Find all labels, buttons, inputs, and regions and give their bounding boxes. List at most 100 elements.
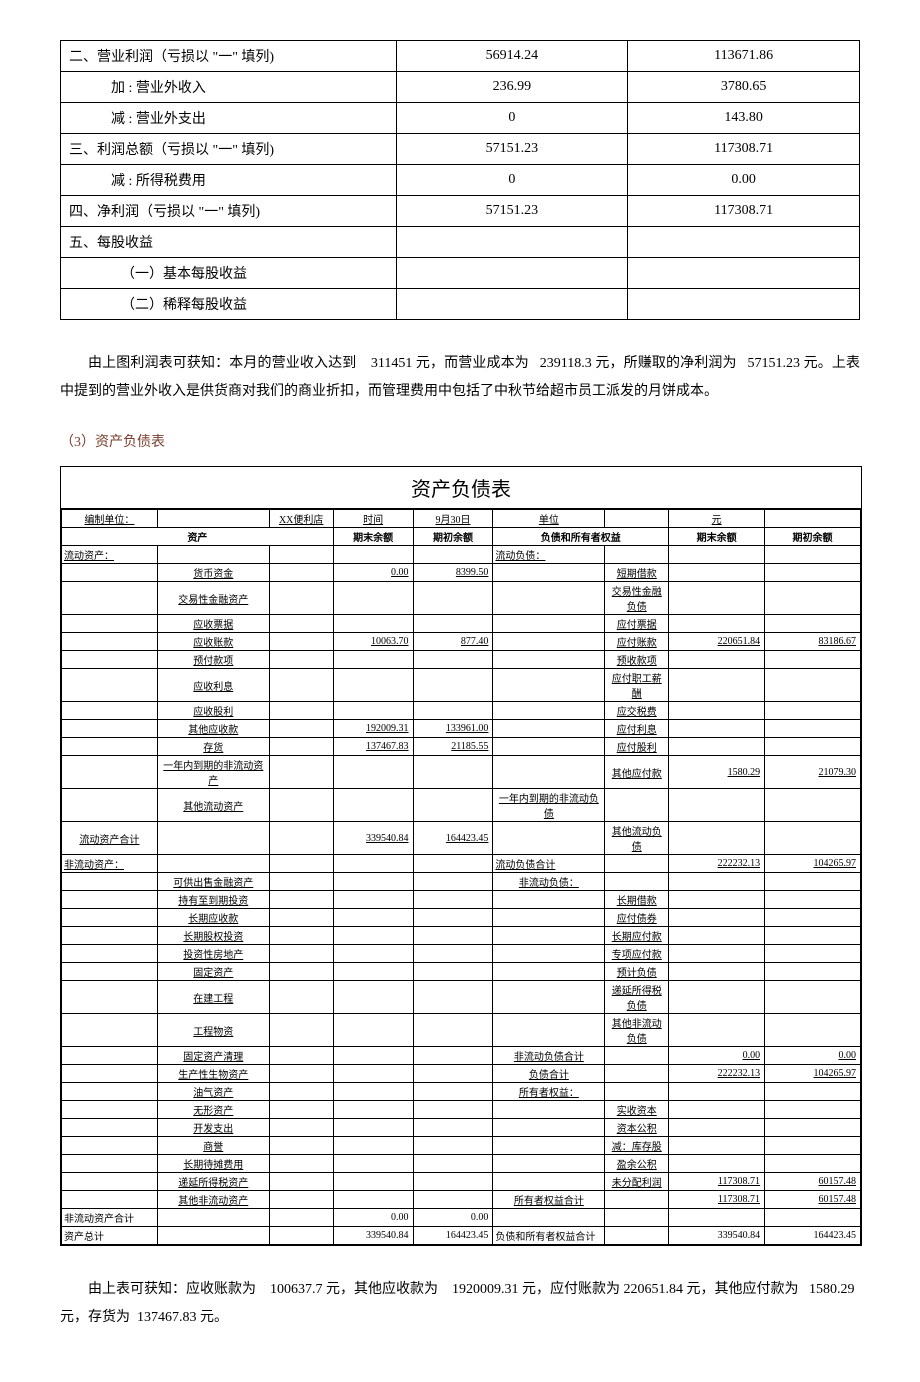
balance-cell	[765, 669, 861, 702]
balance-cell	[413, 651, 493, 669]
balance-cell: 短期借款	[605, 564, 669, 582]
balance-cell	[669, 909, 765, 927]
balance-cell	[269, 1083, 333, 1101]
balance-cell: 所有者权益：	[493, 1083, 605, 1101]
balance-cell: 非流动负债合计	[493, 1047, 605, 1065]
balance-cell	[413, 1047, 493, 1065]
balance-cell: 0.00	[669, 1047, 765, 1065]
balance-cell	[269, 1191, 333, 1209]
balance-cell: 减：库存股	[605, 1137, 669, 1155]
balance-cell	[765, 702, 861, 720]
balance-cell	[333, 1014, 413, 1047]
profit-value-prior: 113671.86	[628, 41, 860, 72]
balance-cell	[333, 1065, 413, 1083]
balance-cell	[333, 1191, 413, 1209]
balance-cell: 长期应收款	[157, 909, 269, 927]
balance-cell: 工程物资	[157, 1014, 269, 1047]
balance-cell	[157, 822, 269, 855]
balance-cell	[333, 1083, 413, 1101]
balance-cell	[669, 981, 765, 1014]
balance-cell	[413, 1101, 493, 1119]
balance-cell: 1580.29	[669, 756, 765, 789]
profit-value-current: 57151.23	[396, 196, 628, 227]
balance-row: 投资性房地产专项应付款	[62, 945, 861, 963]
balance-cell	[493, 1101, 605, 1119]
balance-cell	[333, 1119, 413, 1137]
balance-cell: 流动负债合计	[493, 855, 605, 873]
balance-row: 油气资产 所有者权益：	[62, 1083, 861, 1101]
balance-cell	[765, 1209, 861, 1227]
profit-row: （二）稀释每股收益	[61, 289, 860, 320]
balance-row: 资产总计339540.84164423.45负债和所有者权益合计339540.8…	[62, 1227, 861, 1245]
balance-cell	[413, 1065, 493, 1083]
balance-cell	[669, 789, 765, 822]
balance-cell	[669, 651, 765, 669]
balance-row: 一年内到期的非流动资产其他应付款1580.2921079.30	[62, 756, 861, 789]
balance-cell	[413, 909, 493, 927]
balance-cell	[269, 1155, 333, 1173]
balance-cell	[62, 1119, 158, 1137]
balance-cell: 一年内到期的非流动资产	[157, 756, 269, 789]
balance-cell	[62, 927, 158, 945]
balance-cell: 递延所得税资产	[157, 1173, 269, 1191]
balance-cell	[765, 720, 861, 738]
balance-cell	[493, 981, 605, 1014]
balance-cell: 在建工程	[157, 981, 269, 1014]
balance-cell: 应收账款	[157, 633, 269, 651]
balance-cell: 21079.30	[765, 756, 861, 789]
profit-row: 四、净利润（亏损以 "一" 填列)57151.23117308.71	[61, 196, 860, 227]
balance-cell	[413, 546, 493, 564]
balance-cell	[669, 738, 765, 756]
balance-cell	[413, 1119, 493, 1137]
balance-sheet-table: 编制单位：XX便利店时间9月30日单位元资产期末余额期初余额负债和所有者权益期末…	[61, 509, 861, 1245]
balance-cell	[333, 1101, 413, 1119]
balance-cell	[333, 1137, 413, 1155]
balance-cell	[62, 720, 158, 738]
balance-cell: 其他流动负债	[605, 822, 669, 855]
profit-label-cell: 加 : 营业外收入	[61, 72, 397, 103]
profit-value-prior: 0.00	[628, 165, 860, 196]
balance-cell	[269, 1137, 333, 1155]
balance-row: 可供出售金融资产非流动负债：	[62, 873, 861, 891]
profit-value-prior	[628, 258, 860, 289]
balance-cell	[413, 963, 493, 981]
balance-cell	[765, 564, 861, 582]
profit-label-cell: 五、每股收益	[61, 227, 397, 258]
profit-value-prior	[628, 227, 860, 258]
balance-cell: 137467.83	[333, 738, 413, 756]
profit-label-cell: 三、利润总额（亏损以 "一" 填列)	[61, 134, 397, 165]
balance-cell: 流动负债：	[493, 546, 605, 564]
balance-cell	[669, 1209, 765, 1227]
balance-cell	[413, 1083, 493, 1101]
balance-cell	[493, 945, 605, 963]
balance-cell	[333, 756, 413, 789]
balance-cell	[269, 669, 333, 702]
balance-cell: 长期借款	[605, 891, 669, 909]
balance-cell: 应收股利	[157, 702, 269, 720]
balance-cell	[413, 1155, 493, 1173]
balance-row: 其他非流动资产所有者权益合计117308.7160157.48	[62, 1191, 861, 1209]
balance-row: 长期应收款应付债券	[62, 909, 861, 927]
balance-cell	[333, 1173, 413, 1191]
balance-cell: 油气资产	[157, 1083, 269, 1101]
balance-cell	[669, 945, 765, 963]
profit-value-prior	[628, 289, 860, 320]
balance-row: 固定资产清理非流动负债合计0.000.00	[62, 1047, 861, 1065]
balance-cell: 其他非流动负债	[605, 1014, 669, 1047]
balance-cell	[765, 873, 861, 891]
profit-row: 减 : 所得税费用00.00	[61, 165, 860, 196]
balance-cell: 104265.97	[765, 855, 861, 873]
balance-cell: 所有者权益合计	[493, 1191, 605, 1209]
balance-cell: 长期股权投资	[157, 927, 269, 945]
balance-cell	[669, 1119, 765, 1137]
balance-header1-cell: XX便利店	[269, 510, 333, 528]
balance-cell	[333, 963, 413, 981]
balance-cell: 长期待摊费用	[157, 1155, 269, 1173]
balance-row: 无形资产实收资本	[62, 1101, 861, 1119]
balance-row: 非流动资产合计0.000.00	[62, 1209, 861, 1227]
profit-label-cell: 减 : 营业外支出	[61, 103, 397, 134]
profit-row: 减 : 营业外支出0143.80	[61, 103, 860, 134]
balance-cell	[333, 981, 413, 1014]
balance-cell: 一年内到期的非流动负债	[493, 789, 605, 822]
balance-cell	[269, 564, 333, 582]
